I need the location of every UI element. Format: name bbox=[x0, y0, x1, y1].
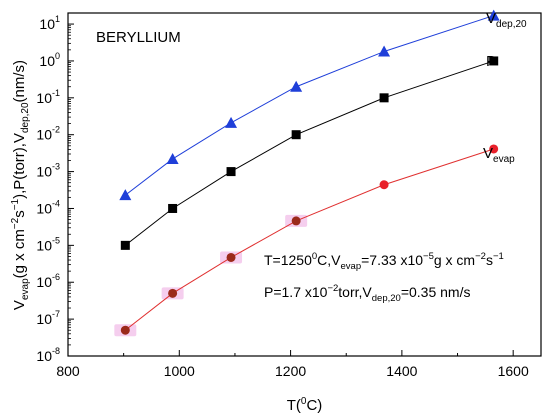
square-marker bbox=[168, 203, 178, 213]
annotation-line-1: T=12500C,Vevap=7.33 x10−5g x cm−2s−1 bbox=[264, 251, 504, 272]
circle-marker bbox=[291, 216, 301, 226]
plot-frame bbox=[67, 12, 542, 357]
series-label: P bbox=[486, 53, 496, 70]
square-marker bbox=[120, 240, 130, 250]
circle-marker bbox=[379, 180, 389, 190]
y-axis-label-group: Vevap(g x cm−2s−1),P(torr),Vdep,20(nm/s) bbox=[10, 60, 31, 310]
x-tick-label: 1400 bbox=[386, 363, 417, 379]
y-tick-label: 10-1 bbox=[36, 88, 60, 106]
y-tick-label: 10-6 bbox=[36, 272, 60, 290]
circle-marker bbox=[226, 252, 236, 262]
y-tick-label: 10-2 bbox=[36, 125, 60, 143]
triangle-marker bbox=[119, 189, 132, 201]
series-line bbox=[125, 60, 494, 246]
series-line bbox=[125, 148, 494, 331]
triangle-marker bbox=[166, 152, 179, 164]
square-marker bbox=[489, 56, 499, 66]
x-tick-label: 800 bbox=[56, 363, 80, 379]
series-label: Vevap bbox=[483, 145, 515, 165]
series-triangle bbox=[119, 9, 500, 201]
chart-title: BERYLLIUM bbox=[96, 29, 181, 46]
square-marker bbox=[291, 130, 301, 140]
y-tick-label: 10-5 bbox=[36, 235, 60, 253]
y-axis-label: Vevap(g x cm−2s−1),P(torr),Vdep,20(nm/s) bbox=[10, 60, 31, 310]
y-tick-label: 10-8 bbox=[36, 346, 60, 364]
point-highlights bbox=[114, 214, 308, 337]
series-circle bbox=[120, 144, 499, 335]
y-tick-label: 10-4 bbox=[36, 198, 60, 216]
triangle-marker bbox=[378, 45, 391, 57]
x-tick-label: 1000 bbox=[164, 363, 195, 379]
square-marker bbox=[226, 167, 236, 177]
series-square bbox=[120, 56, 499, 250]
series-line bbox=[125, 15, 494, 196]
circle-marker bbox=[120, 325, 130, 335]
triangle-marker bbox=[487, 9, 500, 21]
annotation-line-2: P=1.7 x10−2torr,Vdep,20=0.35 nm/s bbox=[264, 283, 470, 304]
y-tick-label: 101 bbox=[39, 14, 60, 32]
series bbox=[119, 9, 500, 335]
circle-marker bbox=[489, 144, 499, 154]
x-axis-label: T(0C) bbox=[287, 396, 323, 414]
series-label: Vdep,20 bbox=[486, 10, 527, 30]
x-tick-label: 1200 bbox=[275, 363, 306, 379]
y-tick-label: 10-7 bbox=[36, 309, 60, 327]
triangle-marker bbox=[290, 80, 303, 92]
y-tick-label: 10-3 bbox=[36, 162, 60, 180]
x-tick-label: 1600 bbox=[498, 363, 529, 379]
y-tick-label: 100 bbox=[39, 51, 60, 69]
labels: 800 1000 1200 1400 1600 101 100 10-1 10-2 10-3 10-… bbox=[10, 10, 529, 414]
axes bbox=[67, 12, 542, 357]
triangle-marker bbox=[225, 116, 238, 128]
circle-marker bbox=[168, 288, 178, 298]
square-marker bbox=[379, 93, 389, 103]
